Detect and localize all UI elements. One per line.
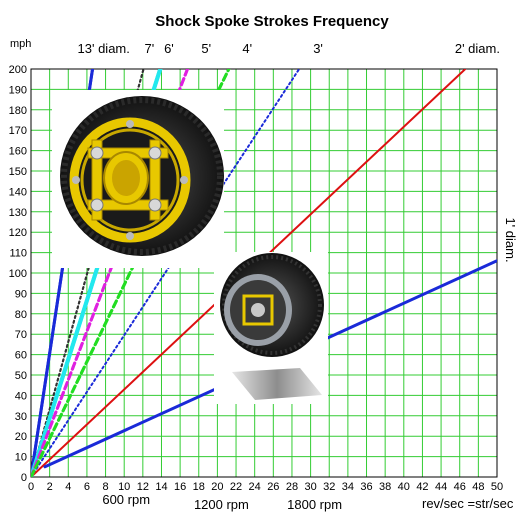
rpm-labels: 600 rpm 1200 rpm 1800 rpm (102, 492, 342, 512)
series-line-segment (31, 268, 113, 477)
y-tick-label: 80 (15, 309, 27, 321)
rpm-label: 1200 rpm (194, 497, 249, 512)
series-top-label: 6' (164, 41, 174, 56)
tire-wheel-picture (214, 252, 328, 404)
x-tick-label: 22 (230, 481, 242, 493)
series-top-label: 7' (145, 41, 155, 56)
series-top-label: 4' (242, 41, 252, 56)
series-top-label: 3' (313, 41, 323, 56)
x-tick-label: 10 (118, 481, 130, 493)
x-tick-label: 0 (28, 481, 34, 493)
y-tick-label: 10 (15, 452, 27, 464)
x-tick-label: 40 (398, 481, 410, 493)
x-tick-label: 44 (435, 481, 447, 493)
x-tick-label: 24 (249, 481, 261, 493)
y-tick-label: 150 (9, 166, 27, 178)
rpm-label: 1800 rpm (287, 497, 342, 512)
series-lines-foreground (31, 69, 231, 477)
x-tick-label: 2 (47, 481, 53, 493)
series-line-segment (31, 268, 90, 477)
x-tick-label: 48 (472, 481, 484, 493)
x-tick-label: 20 (211, 481, 223, 493)
y-tick-label: 200 (9, 64, 27, 76)
x-axis-label: rev/sec =str/sec (422, 496, 514, 511)
x-tick-label: 12 (137, 481, 149, 493)
y-tick-labels: 0 10 20 30 40 50 60 70 80 90 100 110 120 130 140 150 160… (9, 64, 27, 484)
y-tick-label: 20 (15, 431, 27, 443)
x-tick-label: 30 (304, 481, 316, 493)
x-tick-label: 42 (416, 481, 428, 493)
x-tick-label: 38 (379, 481, 391, 493)
y-tick-label: 140 (9, 186, 27, 198)
x-tick-label: 36 (360, 481, 372, 493)
x-tick-label: 8 (102, 481, 108, 493)
y-tick-label: 130 (9, 207, 27, 219)
series-line-segment (31, 268, 65, 477)
x-tick-label: 16 (174, 481, 186, 493)
x-tick-label: 6 (84, 481, 90, 493)
right-series-label: 1' diam. (503, 217, 518, 262)
rpm-label: 600 rpm (102, 492, 150, 507)
x-tick-label: 32 (323, 481, 335, 493)
y-tick-label: 40 (15, 390, 27, 402)
y-tick-label: 110 (9, 248, 27, 260)
x-tick-label: 34 (342, 481, 354, 493)
y-tick-label: 190 (9, 84, 27, 96)
y-tick-label: 0 (21, 472, 27, 484)
x-tick-label: 26 (267, 481, 279, 493)
spoke-wheel-picture (52, 90, 224, 268)
y-tick-label: 170 (9, 125, 27, 137)
series-line (31, 69, 301, 477)
chart-title: Shock Spoke Strokes Frequency (155, 13, 389, 30)
y-tick-label: 180 (9, 105, 27, 117)
plot-frame (30, 68, 498, 478)
y-axis-label: mph (10, 38, 31, 50)
series-top-label: 5' (201, 41, 211, 56)
x-tick-label: 14 (155, 481, 167, 493)
y-tick-label: 160 (9, 146, 27, 158)
y-tick-label: 60 (15, 350, 27, 362)
series-top-labels: 13' diam. 7' 6' 5' 4' 3' 2' diam. (78, 41, 500, 56)
x-tick-label: 50 (491, 481, 503, 493)
x-tick-label: 28 (286, 481, 298, 493)
series-top-label: 2' diam. (455, 41, 500, 56)
y-tick-label: 30 (15, 411, 27, 423)
x-tick-label: 46 (454, 481, 466, 493)
x-tick-label: 18 (193, 481, 205, 493)
y-tick-label: 120 (9, 227, 27, 239)
series-top-label: 13' diam. (78, 41, 130, 56)
y-tick-label: 50 (15, 370, 27, 382)
y-tick-label: 100 (9, 268, 27, 280)
x-tick-label: 4 (65, 481, 71, 493)
y-tick-label: 90 (15, 288, 27, 300)
series-line-segment (31, 268, 100, 477)
series-line-segment (31, 268, 135, 477)
y-tick-label: 70 (15, 329, 27, 341)
x-tick-labels: 0 2 4 6 8 10 12 14 16 18 20 22 24 26 28 30 32 34 36 38 40 42 4… (28, 481, 503, 493)
